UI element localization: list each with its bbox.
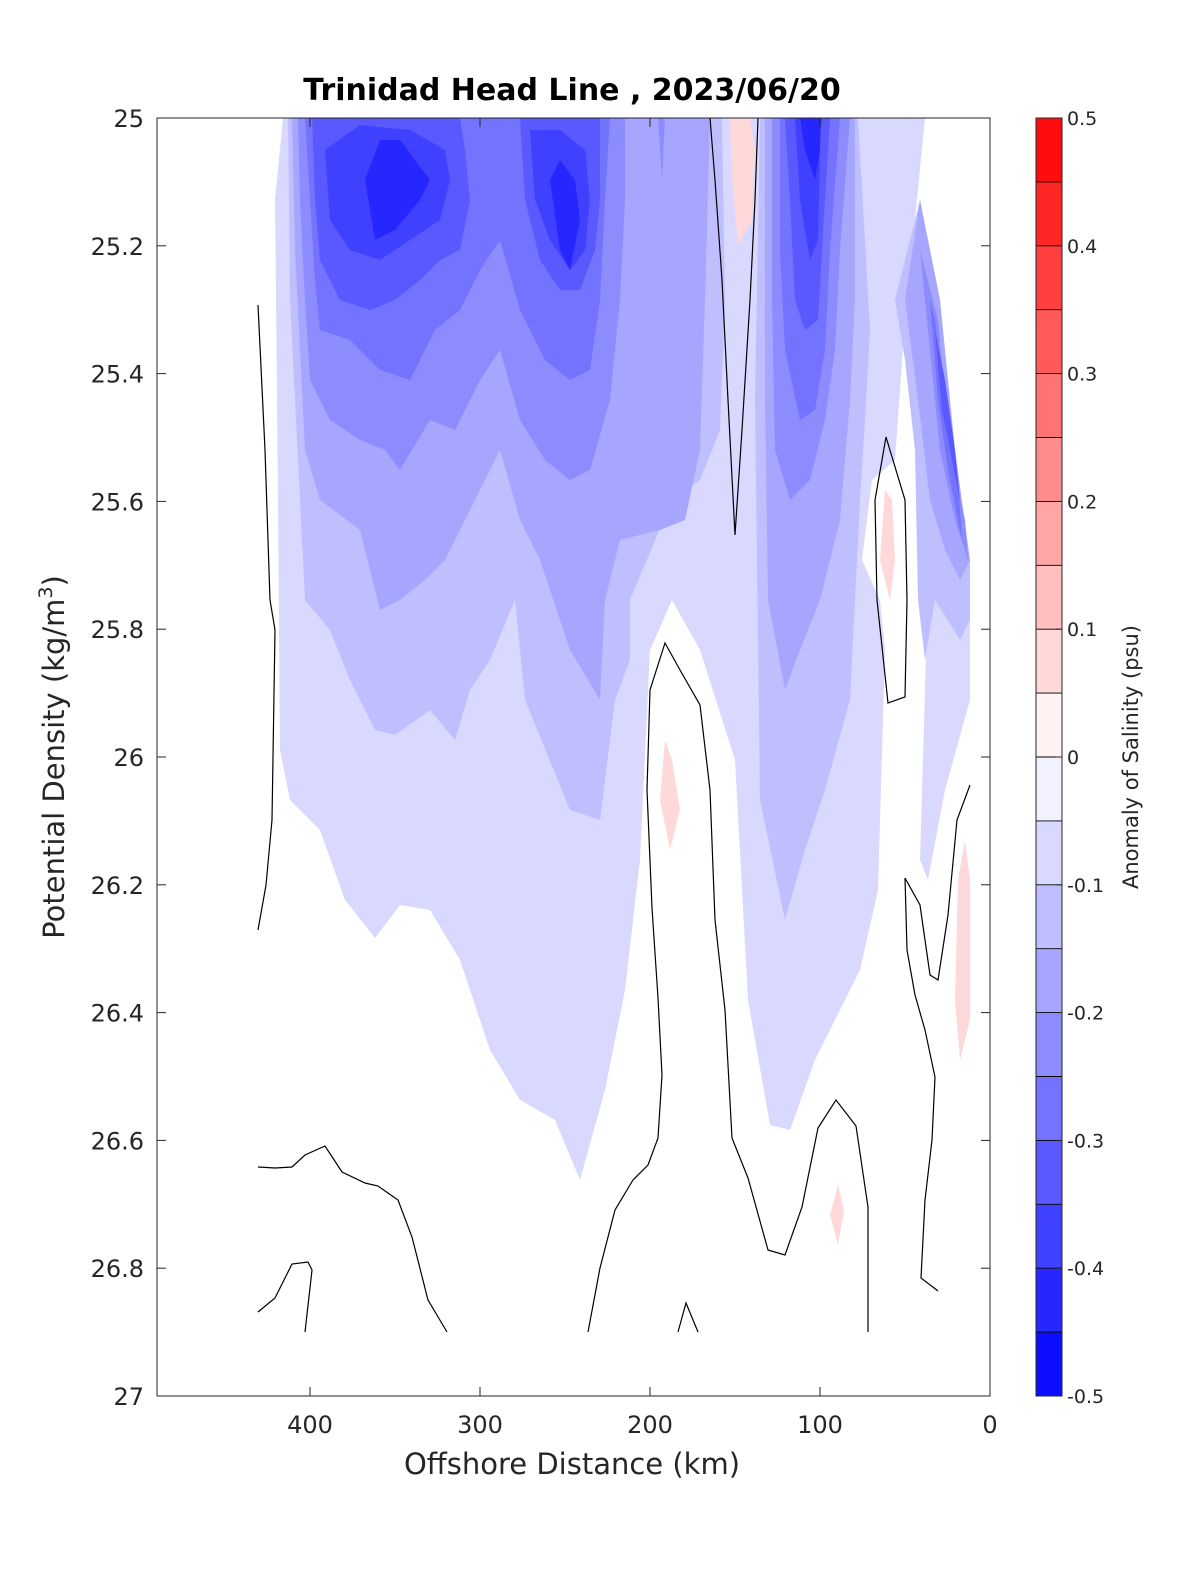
zero-contour-line [709, 118, 759, 536]
contour-band-minus-0.4 [800, 118, 820, 180]
x-tick-label: 300 [457, 1411, 503, 1439]
y-tick-label: 25.2 [91, 233, 144, 261]
colorbar-swatch [1036, 309, 1062, 375]
colorbar-tick-label: 0.5 [1067, 108, 1097, 130]
contour-band-plus-0.05 [880, 490, 895, 600]
chart-title: Trinidad Head Line , 2023/06/20 [303, 73, 840, 108]
y-tick-label: 26.4 [91, 1000, 144, 1028]
colorbar-tick-label: -0.5 [1067, 1386, 1104, 1408]
colorbar-label: Anomaly of Salinity (psu) [1119, 625, 1143, 889]
colorbar-swatch [1036, 1012, 1062, 1077]
zero-contour-line [677, 1301, 699, 1333]
x-tick-label: 400 [287, 1411, 333, 1439]
colorbar-swatch [1036, 437, 1062, 502]
colorbar-tick-label: -0.4 [1067, 1258, 1104, 1280]
colorbar-swatch [1036, 1140, 1062, 1205]
colorbar-tick-label: -0.1 [1067, 875, 1104, 897]
contour-band-plus-0.05 [660, 740, 680, 850]
y-axis-label-text: Potential Density (kg/m [37, 599, 71, 939]
colorbar-swatch [1036, 820, 1062, 886]
y-tick-label: 25.4 [91, 361, 144, 389]
contour-band-plus-0.05 [830, 1185, 844, 1245]
contour-band-plus-0.05 [955, 840, 970, 1060]
axes-layer: 400 300 200 100 0 25 25.2 25.4 25.6 25.8 26 26.2 26.… [91, 105, 998, 1439]
x-axis-label: Offshore Distance (km) [404, 1447, 740, 1481]
colorbar-tick-label: -0.3 [1067, 1130, 1104, 1152]
colorbar-tick-label: 0 [1067, 747, 1079, 769]
x-tick-label: 0 [982, 1411, 997, 1439]
colorbar-swatch [1036, 884, 1062, 950]
colorbar-swatch [1036, 245, 1062, 311]
zero-contour-line [874, 436, 908, 704]
colorbar-tick-label: -0.2 [1067, 1003, 1104, 1025]
colorbar-swatch [1036, 1204, 1062, 1269]
colorbar-swatch [1036, 373, 1062, 438]
colorbar-tick-label: 0.2 [1067, 491, 1097, 513]
colorbar-swatch [1036, 1076, 1062, 1141]
y-tick-label: 26.8 [91, 1255, 144, 1283]
colorbar-swatch [1036, 1268, 1062, 1333]
colorbar-swatch [1036, 1332, 1062, 1397]
x-tick-label: 100 [797, 1411, 843, 1439]
contour-fill-layer [257, 118, 971, 1333]
x-tick-label: 200 [627, 1411, 673, 1439]
colorbar-swatch [1036, 629, 1062, 694]
y-axis-label-end: ) [37, 575, 71, 586]
contour-band-minus-0.4 [550, 160, 580, 270]
y-axis-label: Potential Density (kg/m3) [35, 575, 71, 939]
zero-contour-line [257, 304, 276, 931]
colorbar-tick-label: 0.1 [1067, 619, 1097, 641]
y-tick-label: 25.6 [91, 488, 144, 516]
contour-band-minus-0.3 [935, 330, 960, 500]
svg-text:Potential Density (kg/m3): Potential Density (kg/m3) [35, 575, 71, 939]
contour-band-minus-0.2 [658, 118, 665, 180]
colorbar-swatch [1036, 693, 1062, 758]
y-tick-label: 27 [113, 1383, 144, 1411]
colorbar-swatch [1036, 118, 1062, 183]
colorbar-swatch [1036, 948, 1062, 1014]
colorbar-tick-label: 0.3 [1067, 364, 1097, 386]
colorbar: 0.5 0.4 0.3 0.2 0.1 0 -0.1 -0.2 -0.3 -0.4 -0.5 [1035, 108, 1104, 1408]
y-tick-label: 26.2 [91, 872, 144, 900]
colorbar-swatch [1036, 565, 1062, 630]
zero-contour-line [257, 1261, 313, 1333]
contour-band-minus-0.4 [365, 140, 430, 240]
colorbar-swatch [1036, 757, 1062, 822]
y-tick-label: 26 [113, 744, 144, 772]
zero-contour-line [257, 1145, 448, 1333]
y-tick-label: 25.8 [91, 616, 144, 644]
contour-band-plus-0.05 [730, 118, 755, 245]
colorbar-swatch [1036, 181, 1062, 247]
colorbar-tick-label: 0.4 [1067, 236, 1097, 258]
colorbar-swatch [1036, 501, 1062, 566]
y-tick-label: 25 [113, 105, 144, 133]
y-tick-label: 26.6 [91, 1127, 144, 1155]
y-axis-label-sup: 3 [35, 586, 57, 598]
zero-contour-line [587, 641, 869, 1333]
zero-contour-line [904, 877, 939, 1292]
zero-contour-line [904, 784, 971, 981]
